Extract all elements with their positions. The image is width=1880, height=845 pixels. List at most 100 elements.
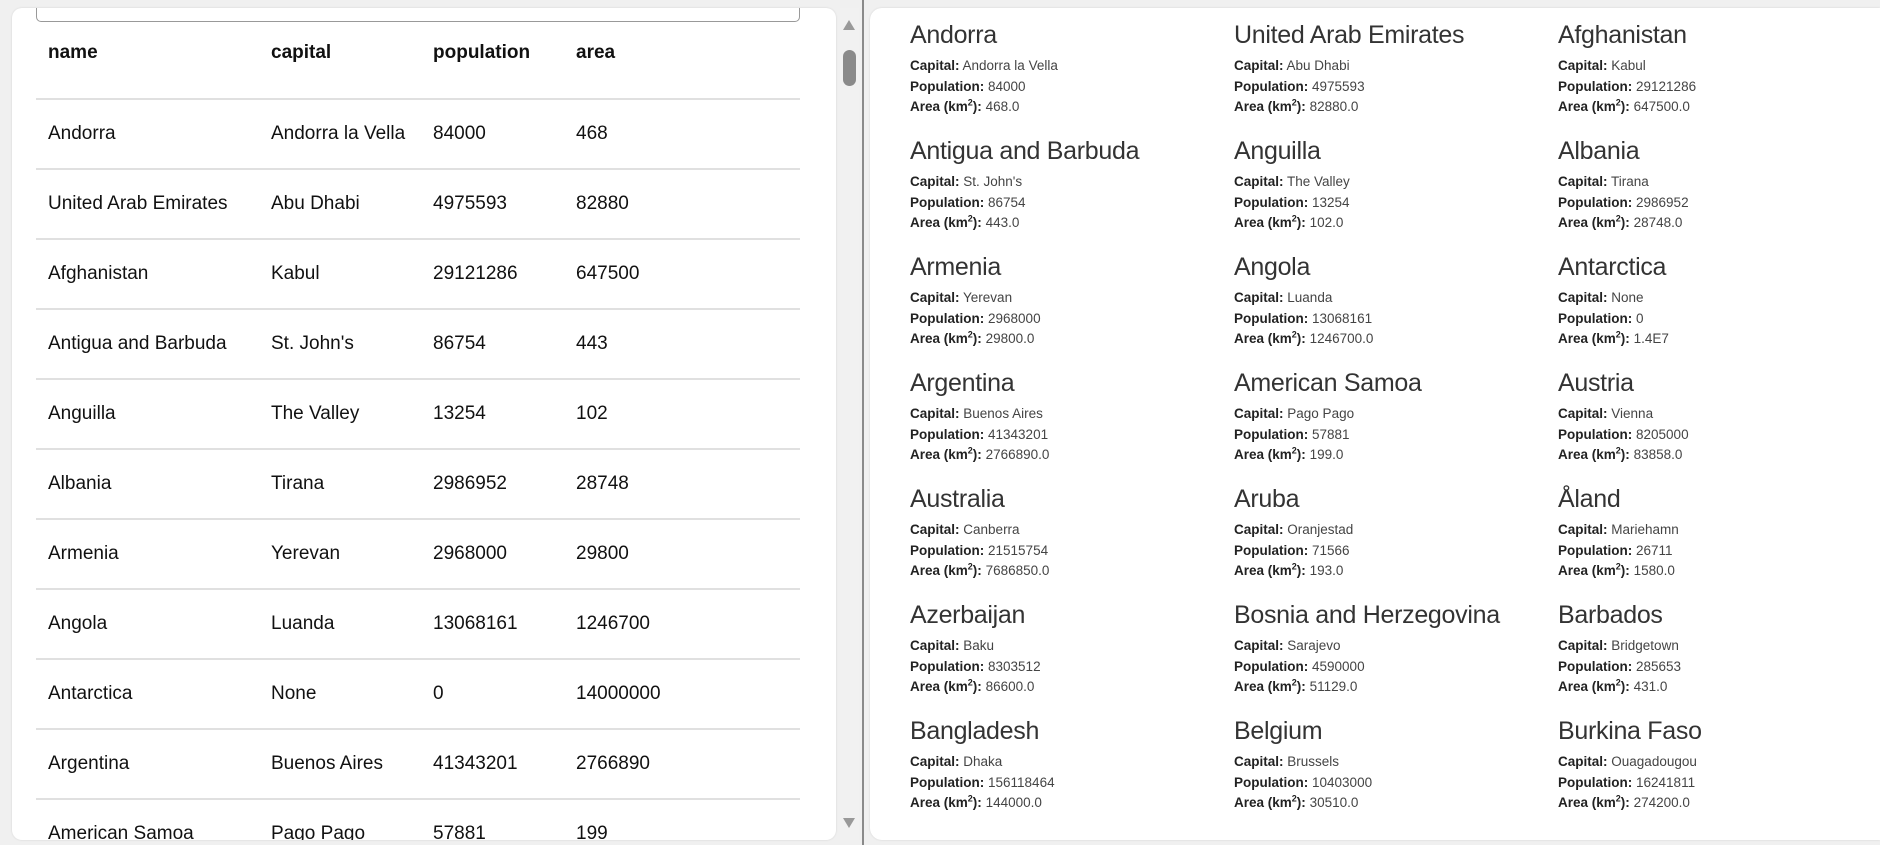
population-label: Population: (1234, 774, 1309, 790)
area-line: Area (km2): 468.0 (910, 97, 1230, 118)
cell-capital: Abu Dhabi (271, 193, 360, 214)
panel-divider[interactable] (862, 0, 864, 845)
capital-label: Capital: (1234, 522, 1284, 537)
search-input[interactable] (36, 8, 800, 22)
capital-label: Capital: (1558, 290, 1608, 305)
capital-line: Capital: Oranjestad (1234, 520, 1554, 541)
column-header-capital[interactable]: capital (271, 42, 332, 63)
table-row[interactable]: American Samoa Pago Pago 57881 199 (36, 800, 800, 840)
population-label: Population: (1558, 542, 1633, 558)
country-card: Albania Capital: Tirana Population: 298695… (1558, 134, 1878, 234)
country-name: United Arab Emirates (1234, 21, 1465, 49)
table-row[interactable]: Armenia Yerevan 2968000 29800 (36, 520, 800, 590)
capital-line: Capital: Luanda (1234, 288, 1554, 309)
table-row[interactable]: Anguilla The Valley 13254 102 (36, 380, 800, 450)
area-label-text: Area (km (1558, 563, 1616, 578)
population-line: Population: 4975593 (1234, 77, 1554, 98)
capital-line: Capital: Sarajevo (1234, 636, 1554, 657)
country-card: Azerbaijan Capital: Baku Population: 83035… (910, 598, 1230, 698)
cell-population: 13068161 (433, 613, 518, 634)
cell-name: Angola (48, 613, 108, 634)
area-label-sup: 2 (1291, 793, 1297, 804)
country-card: Angola Capital: Luanda Population: 1306816… (1234, 250, 1554, 350)
table-row[interactable]: Argentina Buenos Aires 41343201 2766890 (36, 730, 800, 800)
area-line: Area (km2): 1580.0 (1558, 561, 1878, 582)
scroll-down-arrow-icon[interactable] (843, 818, 855, 828)
area-label: Area (km2): (1558, 98, 1630, 114)
country-card: Åland Capital: Mariehamn Population: 26711… (1558, 482, 1878, 582)
population-label: Population: (1234, 426, 1309, 442)
table-row[interactable]: Antarctica None 0 14000000 (36, 660, 800, 730)
population-line: Population: 41343201 (910, 425, 1230, 446)
table-row[interactable]: Antigua and Barbuda St. John's 86754 443 (36, 310, 800, 380)
capital-line: Capital: Yerevan (910, 288, 1230, 309)
capital-value: Kabul (1611, 58, 1646, 73)
area-label: Area (km2): (910, 213, 982, 230)
population-line: Population: 4590000 (1234, 657, 1554, 678)
area-label-sup: 2 (1291, 561, 1297, 572)
area-label-sup: 2 (1291, 445, 1297, 456)
capital-line: Capital: None (1558, 288, 1878, 309)
scrollbar-thumb[interactable] (843, 50, 856, 86)
population-value: 84000 (988, 78, 1026, 94)
scrollbar[interactable] (840, 8, 859, 840)
country-name: Argentina (910, 369, 1015, 397)
cell-area: 29800 (576, 543, 629, 564)
area-value: 30510.0 (1309, 795, 1359, 810)
area-line: Area (km2): 443.0 (910, 213, 1230, 234)
country-name: Belgium (1234, 717, 1323, 745)
cell-area: 14000000 (576, 683, 661, 704)
area-label-end: ): (1296, 215, 1306, 230)
country-name: Bangladesh (910, 717, 1040, 745)
table-row[interactable]: Andorra Andorra la Vella 84000 468 (36, 100, 800, 170)
capital-value: Luanda (1287, 290, 1333, 305)
area-value: 2766890.0 (985, 447, 1050, 462)
column-header-population[interactable]: population (433, 42, 531, 63)
capital-label: Capital: (1234, 174, 1284, 189)
population-line: Population: 16241811 (1558, 773, 1878, 794)
area-label: Area (km2): (910, 446, 982, 462)
table-row[interactable]: United Arab Emirates Abu Dhabi 4975593 8288… (36, 170, 800, 240)
population-label: Population: (910, 774, 985, 790)
scroll-up-arrow-icon[interactable] (843, 20, 855, 30)
area-label-sup: 2 (967, 213, 973, 224)
country-name: Austria (1558, 369, 1634, 397)
area-label-end: ): (1296, 99, 1306, 114)
table-row[interactable]: Afghanistan Kabul 29121286 647500 (36, 240, 800, 310)
capital-value: Oranjestad (1287, 522, 1354, 537)
area-label-text: Area (km (910, 99, 968, 114)
capital-value: Bridgetown (1611, 638, 1679, 653)
area-label-end: ): (972, 447, 982, 462)
country-card: Afghanistan Capital: Kabul Population: 291… (1558, 18, 1878, 118)
table-row[interactable]: Albania Tirana 2986952 28748 (36, 450, 800, 520)
population-line: Population: 156118464 (910, 773, 1230, 794)
cell-population: 13254 (433, 403, 486, 424)
area-label-end: ): (1620, 99, 1630, 114)
area-label: Area (km2): (910, 678, 982, 694)
cell-name: Albania (48, 473, 112, 494)
cell-name: Anguilla (48, 403, 116, 424)
capital-line: Capital: Abu Dhabi (1234, 56, 1554, 77)
column-header-area[interactable]: area (576, 42, 616, 63)
area-label: Area (km2): (910, 562, 982, 578)
table-row[interactable]: Angola Luanda 13068161 1246700 (36, 590, 800, 660)
cell-population: 2968000 (433, 543, 507, 564)
table-header: name capital population area (36, 8, 800, 100)
capital-line: Capital: Buenos Aires (910, 404, 1230, 425)
capital-value: Brussels (1287, 754, 1340, 769)
column-header-name[interactable]: name (48, 42, 98, 63)
area-label-end: ): (1620, 215, 1630, 230)
cell-population: 2986952 (433, 473, 507, 494)
population-value: 26711 (1636, 542, 1673, 558)
capital-value: The Valley (1287, 174, 1350, 189)
area-label-end: ): (1296, 447, 1306, 462)
capital-value: Abu Dhabi (1286, 58, 1350, 73)
area-label: Area (km2): (910, 330, 982, 346)
population-value: 57881 (1312, 426, 1350, 442)
population-line: Population: 13068161 (1234, 309, 1554, 330)
population-line: Population: 29121286 (1558, 77, 1878, 98)
area-label-text: Area (km (1234, 99, 1292, 114)
cell-area: 82880 (576, 193, 629, 214)
population-line: Population: 8303512 (910, 657, 1230, 678)
area-label-text: Area (km (910, 679, 968, 694)
